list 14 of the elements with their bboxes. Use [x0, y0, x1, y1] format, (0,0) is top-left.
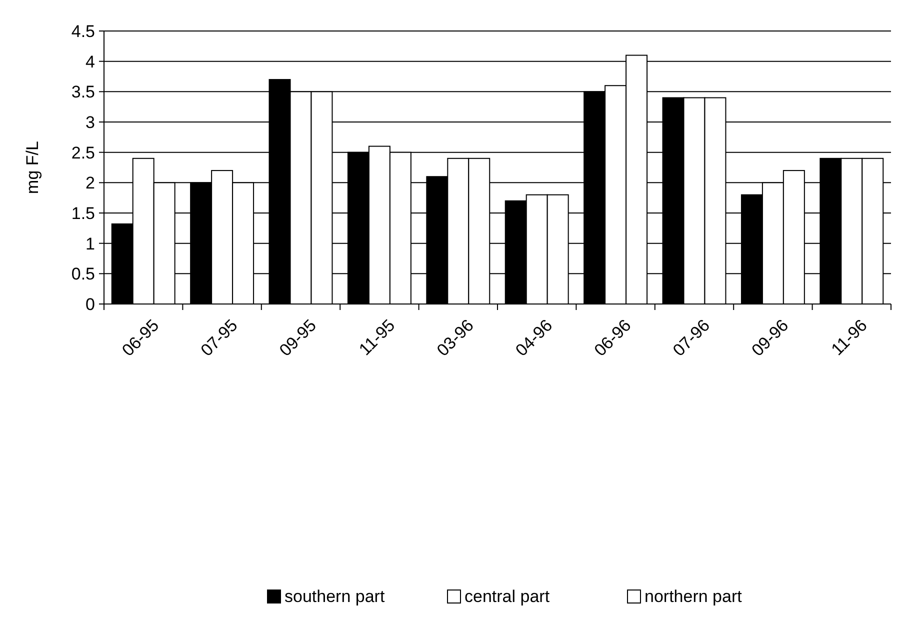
y-axis-title: mg F/L: [23, 141, 42, 194]
y-tick-label: 2: [86, 174, 95, 193]
y-tick-label: 4.5: [71, 22, 95, 41]
y-tick-label: 3.5: [71, 82, 95, 102]
legend-label: northern part: [644, 587, 742, 606]
y-tick-label: 3: [86, 112, 95, 132]
y-tick-label: 0: [86, 294, 95, 314]
y-tick-label: 0.5: [71, 264, 95, 284]
y-tick-label: 4: [86, 52, 95, 72]
y-tick-label: 2.5: [71, 143, 95, 162]
legend-label: central part: [464, 587, 550, 606]
y-tick-label: 1: [86, 234, 95, 254]
y-tick-label: 1.5: [71, 204, 95, 223]
legend-label: southern part: [284, 587, 385, 606]
